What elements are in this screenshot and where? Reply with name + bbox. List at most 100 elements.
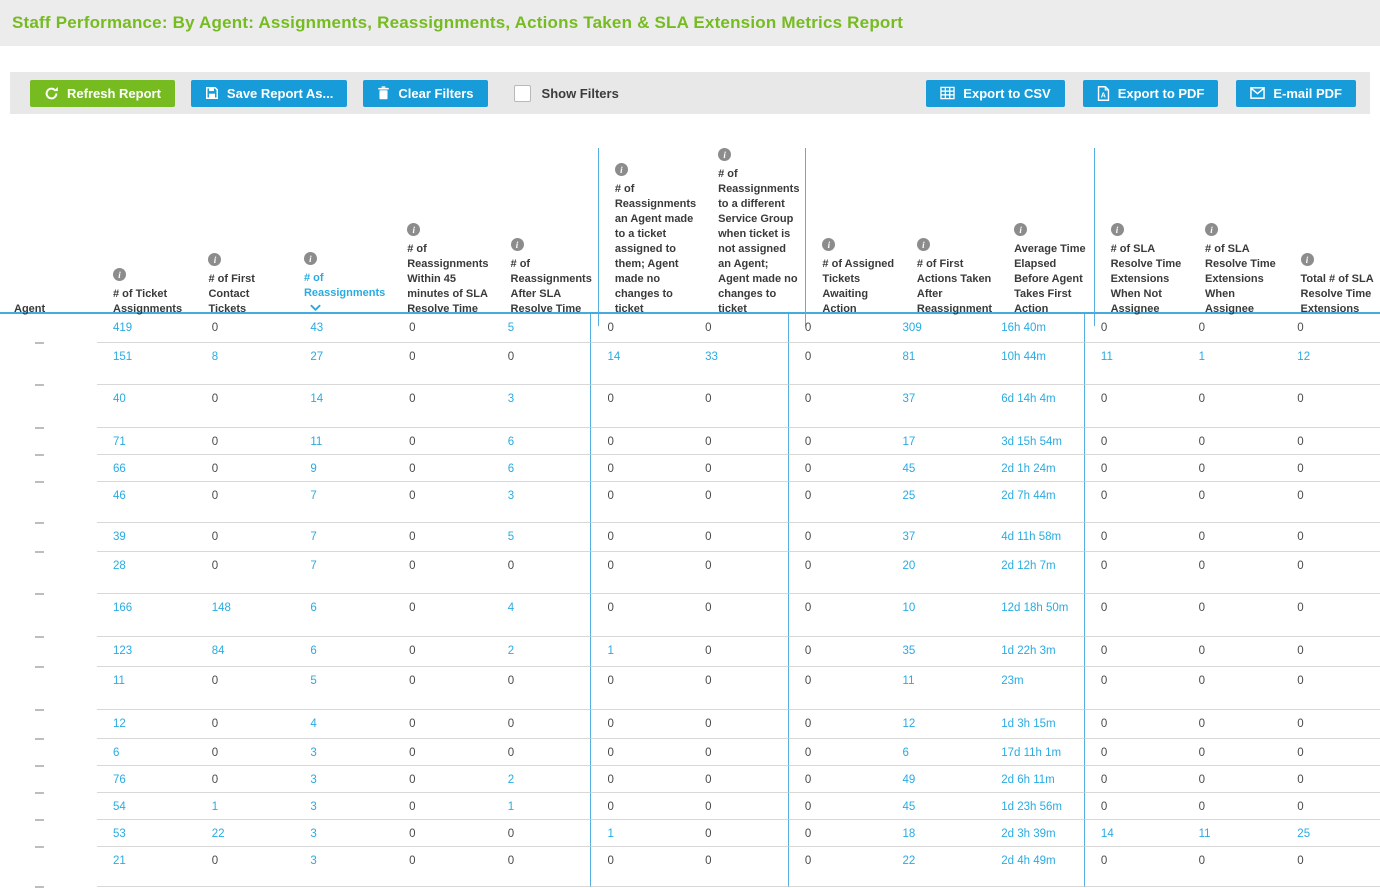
column-header-4[interactable]: i # of Reassignments Within 45 minutes of… xyxy=(391,148,494,326)
metric-value-link[interactable]: 39 xyxy=(113,531,126,543)
metric-value-link[interactable]: 25 xyxy=(902,490,916,502)
metric-value-link[interactable]: 419 xyxy=(113,322,133,334)
metric-value-link[interactable]: 2d 6h 11m xyxy=(1001,774,1055,786)
column-header-13[interactable]: i Total # of SLA Resolve Time Extensions xyxy=(1285,148,1380,326)
metric-value-link[interactable]: 8 xyxy=(211,351,219,363)
metric-value-link[interactable]: 2d 3h 39m xyxy=(1001,828,1056,840)
metric-value-link[interactable]: 5 xyxy=(507,322,515,334)
metric-value-link[interactable]: 35 xyxy=(902,645,916,657)
metric-value-link[interactable]: 3 xyxy=(310,855,317,867)
metric-value-link[interactable]: 22 xyxy=(211,828,225,840)
metric-value-link[interactable]: 11 xyxy=(310,436,323,448)
column-header-3[interactable]: i # of Reassignments xyxy=(288,148,391,326)
metric-value-link[interactable]: 28 xyxy=(113,560,126,572)
save-report-as-button[interactable]: Save Report As... xyxy=(190,79,348,107)
metric-value-link[interactable]: 3d 15h 54m xyxy=(1001,436,1062,448)
show-filters-control[interactable]: Show Filters xyxy=(513,84,619,102)
metric-value-link[interactable]: 6d 14h 4m xyxy=(1001,393,1056,405)
metric-value-link[interactable]: 40 xyxy=(113,393,126,405)
metric-value-link[interactable]: 7 xyxy=(310,490,317,502)
metric-value-link[interactable]: 37 xyxy=(902,393,916,405)
info-icon[interactable]: i xyxy=(718,148,732,161)
metric-value-link[interactable]: 76 xyxy=(113,774,126,786)
info-icon[interactable]: i xyxy=(510,238,524,251)
metric-value-link[interactable]: 11 xyxy=(1198,828,1211,840)
metric-value-link[interactable]: 11 xyxy=(902,675,915,687)
metric-value-link[interactable]: 66 xyxy=(113,463,126,475)
metric-value-link[interactable]: 123 xyxy=(113,645,133,657)
metric-value-link[interactable]: 6 xyxy=(507,436,515,448)
metric-value-link[interactable]: 6 xyxy=(507,463,515,475)
metric-value-link[interactable]: 14 xyxy=(1100,828,1114,840)
column-header-2[interactable]: i # of First Contact Tickets xyxy=(192,148,287,326)
metric-value-link[interactable]: 11 xyxy=(113,675,125,687)
metric-value-link[interactable]: 7 xyxy=(310,560,317,572)
info-icon[interactable]: i xyxy=(1205,223,1219,236)
metric-value-link[interactable]: 1 xyxy=(607,645,614,657)
metric-value-link[interactable]: 43 xyxy=(310,322,324,334)
column-header-7[interactable]: i # of Reassignments to a different Servi… xyxy=(702,148,805,326)
metric-value-link[interactable]: 1 xyxy=(1198,351,1206,363)
metric-value-link[interactable]: 4d 11h 58m xyxy=(1001,531,1062,543)
metric-value-link[interactable]: 37 xyxy=(902,531,916,543)
metric-value-link[interactable]: 53 xyxy=(113,828,126,840)
metric-value-link[interactable]: 12d 18h 50m xyxy=(1001,602,1069,614)
column-header-11[interactable]: i # of SLA Resolve Time Extensions When N… xyxy=(1093,148,1189,326)
metric-value-link[interactable]: 2d 7h 44m xyxy=(1001,490,1056,502)
info-icon[interactable]: i xyxy=(1014,223,1028,236)
metric-value-link[interactable]: 5 xyxy=(310,675,317,687)
metric-value-link[interactable]: 3 xyxy=(507,393,515,405)
column-header-0[interactable]: Agent xyxy=(0,148,97,326)
metric-value-link[interactable]: 12 xyxy=(902,718,916,730)
metric-value-link[interactable]: 27 xyxy=(310,351,324,363)
metric-value-link[interactable]: 16h 40m xyxy=(1001,322,1046,334)
metric-value-link[interactable]: 20 xyxy=(902,560,916,572)
metric-value-link[interactable]: 10h 44m xyxy=(1001,351,1046,363)
metric-value-link[interactable]: 151 xyxy=(113,351,133,363)
metric-value-link[interactable]: 2 xyxy=(507,774,515,786)
metric-value-link[interactable]: 166 xyxy=(113,602,133,614)
metric-value-link[interactable]: 1d 22h 3m xyxy=(1001,645,1056,657)
metric-value-link[interactable]: 2 xyxy=(507,645,515,657)
metric-value-link[interactable]: 12 xyxy=(113,718,126,730)
metric-value-link[interactable]: 33 xyxy=(705,351,718,363)
export-to-csv-button[interactable]: Export to CSV xyxy=(926,79,1065,107)
metric-value-link[interactable]: 12 xyxy=(1297,351,1311,363)
info-icon[interactable]: i xyxy=(916,238,930,251)
metric-value-link[interactable]: 54 xyxy=(113,801,126,813)
metric-value-link[interactable]: 3 xyxy=(507,490,515,502)
info-icon[interactable]: i xyxy=(1300,253,1314,266)
metric-value-link[interactable]: 148 xyxy=(211,602,231,614)
info-icon[interactable]: i xyxy=(303,252,317,265)
info-icon[interactable]: i xyxy=(208,253,222,266)
metric-value-link[interactable]: 81 xyxy=(902,351,916,363)
metric-value-link[interactable]: 14 xyxy=(310,393,324,405)
metric-value-link[interactable]: 1 xyxy=(607,828,614,840)
metric-value-link[interactable]: 1 xyxy=(211,801,219,813)
metric-value-link[interactable]: 25 xyxy=(1297,828,1311,840)
column-header-8[interactable]: i # of Assigned Tickets Awaiting Action xyxy=(805,148,900,326)
metric-value-link[interactable]: 2d 4h 49m xyxy=(1001,855,1056,867)
metric-value-link[interactable]: 9 xyxy=(310,463,317,475)
info-icon[interactable]: i xyxy=(407,223,421,236)
metric-value-link[interactable]: 2d 1h 24m xyxy=(1001,463,1056,475)
metric-value-link[interactable]: 4 xyxy=(310,718,317,730)
metric-value-link[interactable]: 45 xyxy=(902,801,916,813)
metric-value-link[interactable]: 46 xyxy=(113,490,126,502)
metric-value-link[interactable]: 6 xyxy=(310,602,317,614)
refresh-report-button[interactable]: Refresh Report xyxy=(30,79,175,107)
column-header-6[interactable]: i # of Reassignments an Agent made to a t… xyxy=(597,148,702,326)
metric-value-link[interactable]: 3 xyxy=(310,774,317,786)
metric-value-link[interactable]: 309 xyxy=(902,322,922,334)
info-icon[interactable]: i xyxy=(1110,223,1124,236)
metric-value-link[interactable]: 14 xyxy=(607,351,621,363)
metric-value-link[interactable]: 4 xyxy=(507,602,515,614)
metric-value-link[interactable]: 6 xyxy=(310,645,317,657)
metric-value-link[interactable]: 3 xyxy=(310,828,317,840)
metric-value-link[interactable]: 6 xyxy=(113,747,120,759)
metric-value-link[interactable]: 6 xyxy=(902,747,909,759)
metric-value-link[interactable]: 5 xyxy=(507,531,515,543)
metric-value-link[interactable]: 22 xyxy=(902,855,916,867)
metric-value-link[interactable]: 10 xyxy=(902,602,916,614)
column-header-1[interactable]: i # of Ticket Assignments xyxy=(97,148,192,326)
